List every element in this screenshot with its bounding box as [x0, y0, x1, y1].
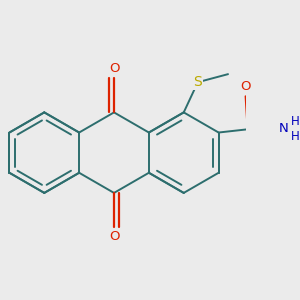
Text: S: S	[194, 75, 202, 89]
Text: O: O	[240, 80, 251, 93]
Text: H: H	[290, 130, 299, 143]
Text: O: O	[109, 230, 119, 243]
Text: O: O	[109, 62, 119, 75]
Text: N: N	[279, 122, 289, 135]
Text: H: H	[290, 116, 299, 128]
